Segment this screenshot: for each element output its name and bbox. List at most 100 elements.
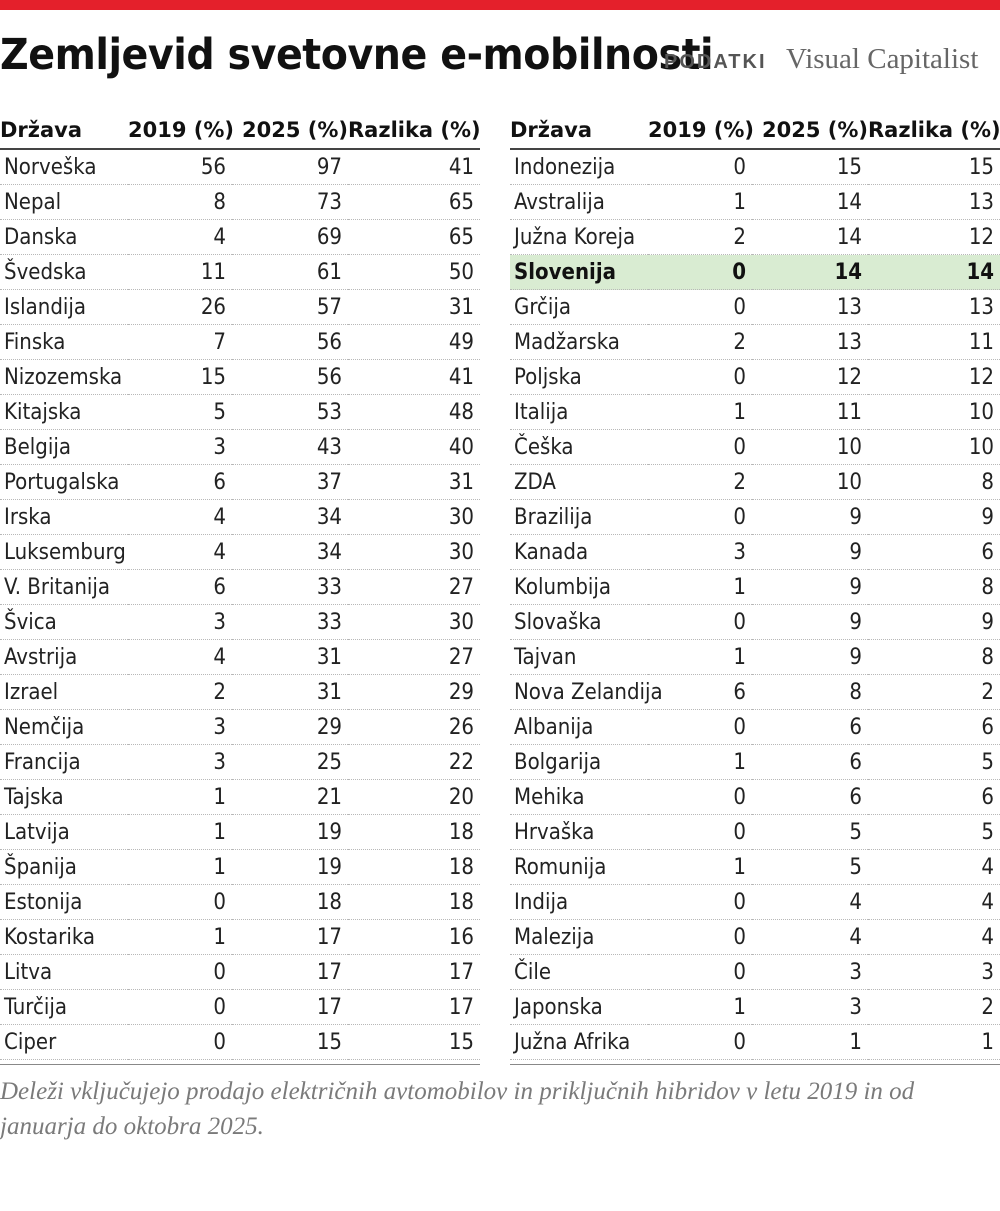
table-row: Japonska 1 3 2 (510, 989, 1000, 1025)
table-row: Romunija 1 5 4 (510, 849, 1000, 885)
table-row: Kolumbija 1 9 8 (510, 569, 1000, 605)
difference-cell: 1 (868, 1024, 1000, 1060)
country-cell: Luksemburg (0, 534, 128, 570)
table-row: Indonezija 0 15 15 (510, 149, 1000, 185)
difference-cell: 6 (868, 534, 1000, 570)
value-2025-cell: 57 (232, 289, 348, 325)
value-2025-cell: 6 (752, 779, 868, 815)
value-2025-cell: 73 (232, 184, 348, 220)
table-row: Kostarika 1 17 16 (0, 919, 480, 955)
difference-cell: 4 (868, 884, 1000, 920)
value-2025-cell: 17 (232, 989, 348, 1025)
value-2019-cell: 15 (128, 359, 232, 395)
value-2025-cell: 17 (232, 954, 348, 990)
country-cell: Kolumbija (510, 569, 648, 605)
table-left: Država 2019 (%) 2025 (%) Razlika (%) Nor… (0, 112, 481, 1065)
table-row: Ciper 0 15 15 (0, 1024, 480, 1060)
value-2025-cell: 56 (232, 324, 348, 360)
value-2019-cell: 8 (128, 184, 232, 220)
value-2019-cell: 0 (128, 954, 232, 990)
column-header-difference: Razlika (%) (868, 112, 1000, 150)
value-2025-cell: 5 (752, 849, 868, 885)
country-cell: Kostarika (0, 919, 128, 955)
table-row: Luksemburg 4 34 30 (0, 534, 480, 570)
value-2025-cell: 21 (232, 779, 348, 815)
difference-cell: 9 (868, 499, 1000, 535)
difference-cell: 4 (868, 919, 1000, 955)
difference-cell: 30 (348, 499, 480, 535)
difference-cell: 48 (348, 394, 480, 430)
country-cell: Brazilija (510, 499, 648, 535)
difference-cell: 11 (868, 324, 1000, 360)
value-2025-cell: 29 (232, 709, 348, 745)
column-header-2025: 2025 (%) (232, 112, 348, 150)
country-cell: Malezija (510, 919, 648, 955)
value-2019-cell: 1 (128, 849, 232, 885)
value-2025-cell: 13 (752, 289, 868, 325)
value-2019-cell: 2 (128, 674, 232, 710)
value-2019-cell: 0 (648, 359, 752, 395)
table-row: Avstralija 1 14 13 (510, 184, 1000, 220)
value-2019-cell: 5 (128, 394, 232, 430)
table-header-row: Država 2019 (%) 2025 (%) Razlika (%) (510, 112, 1000, 150)
country-cell: Tajska (0, 779, 128, 815)
country-cell: Švica (0, 604, 128, 640)
country-cell: Indija (510, 884, 648, 920)
value-2019-cell: 0 (128, 884, 232, 920)
value-2025-cell: 19 (232, 849, 348, 885)
value-2025-cell: 33 (232, 569, 348, 605)
country-cell: Kitajska (0, 394, 128, 430)
country-cell: Turčija (0, 989, 128, 1025)
country-cell: Danska (0, 219, 128, 255)
value-2025-cell: 10 (752, 429, 868, 465)
value-2019-cell: 0 (648, 884, 752, 920)
difference-cell: 30 (348, 604, 480, 640)
difference-cell: 22 (348, 744, 480, 780)
country-cell: Grčija (510, 289, 648, 325)
value-2019-cell: 0 (648, 779, 752, 815)
country-cell: Tajvan (510, 639, 648, 675)
country-cell: ZDA (510, 464, 648, 500)
difference-cell: 31 (348, 289, 480, 325)
difference-cell: 8 (868, 464, 1000, 500)
value-2025-cell: 33 (232, 604, 348, 640)
table-row: Švedska 11 61 50 (0, 254, 480, 290)
difference-cell: 5 (868, 814, 1000, 850)
difference-cell: 20 (348, 779, 480, 815)
column-header-country: Država (510, 112, 648, 150)
value-2019-cell: 0 (648, 814, 752, 850)
table-row: Irska 4 34 30 (0, 499, 480, 535)
value-2019-cell: 0 (648, 954, 752, 990)
difference-cell: 41 (348, 149, 480, 185)
table-row: V. Britanija 6 33 27 (0, 569, 480, 605)
country-cell: Južna Koreja (510, 219, 648, 255)
value-2019-cell: 1 (128, 919, 232, 955)
data-table-right: Država 2019 (%) 2025 (%) Razlika (%) Ind… (510, 112, 1000, 1060)
difference-cell: 17 (348, 989, 480, 1025)
country-cell: Nepal (0, 184, 128, 220)
table-row: ZDA 2 10 8 (510, 464, 1000, 500)
value-2025-cell: 14 (752, 184, 868, 220)
table-bottom-rule (510, 1064, 1000, 1065)
difference-cell: 3 (868, 954, 1000, 990)
value-2019-cell: 6 (128, 464, 232, 500)
value-2019-cell: 7 (128, 324, 232, 360)
country-cell: Čile (510, 954, 648, 990)
difference-cell: 17 (348, 954, 480, 990)
country-cell: Romunija (510, 849, 648, 885)
page-title: Zemljevid svetovne e-mobilnosti (0, 30, 714, 80)
header: Zemljevid svetovne e-mobilnosti PODATKI … (0, 30, 1000, 82)
value-2019-cell: 0 (648, 149, 752, 185)
value-2019-cell: 11 (128, 254, 232, 290)
value-2025-cell: 11 (752, 394, 868, 430)
value-2025-cell: 13 (752, 324, 868, 360)
value-2025-cell: 31 (232, 639, 348, 675)
country-cell: Izrael (0, 674, 128, 710)
country-cell: Nizozemska (0, 359, 128, 395)
table-header-row: Država 2019 (%) 2025 (%) Razlika (%) (0, 112, 481, 150)
table-row: Nemčija 3 29 26 (0, 709, 480, 745)
value-2025-cell: 31 (232, 674, 348, 710)
country-cell: Bolgarija (510, 744, 648, 780)
value-2019-cell: 0 (128, 1024, 232, 1060)
value-2025-cell: 9 (752, 604, 868, 640)
